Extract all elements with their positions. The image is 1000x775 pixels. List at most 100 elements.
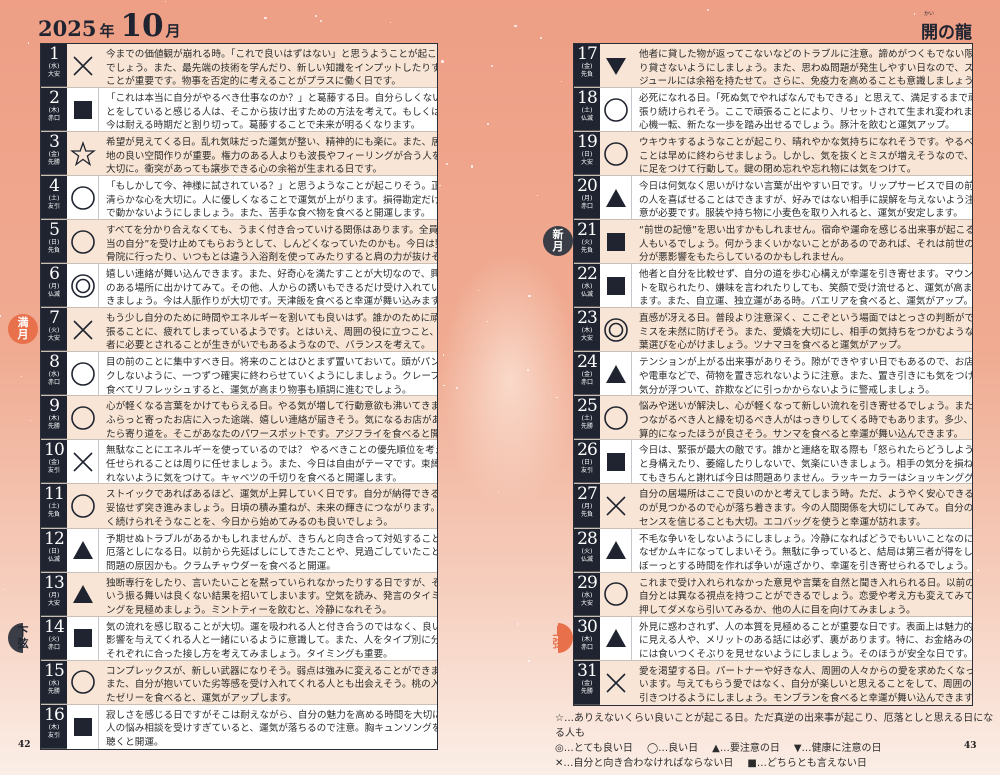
rokuyo: 友引	[47, 731, 60, 739]
star-dot	[21, 375, 22, 377]
year: 2025	[38, 16, 97, 41]
fortune-line: また、自分が抱いていた劣等感を受け入れてくれる人とも出会えそう。桃の入っ	[106, 679, 437, 691]
fortune-text: テンションが上がる出来事がありそう。隙ができやすい日でもあるので、お店 や電車など…	[632, 352, 972, 395]
day-row-29: 29 (水) 大安 これまで受け入れられなかった意見や言葉を自然と聞き入れられる日。以…	[574, 572, 972, 617]
day-cell: 14 (火) 赤口	[41, 616, 67, 660]
fortune-line: ミスを未然に防げそう。また、愛嬌を大切にし、相手の気持ちをつかむような言	[639, 326, 972, 338]
day-row-12: 12 (日) 仏滅 予期せぬトラブルがあるかもしれませんが、きちんと向き合って対処する…	[41, 528, 437, 573]
fortune-line: 嬉しい連絡が舞い込んできます。また、好奇心を満たすことが大切なので、興味	[106, 269, 437, 281]
fortune-text: 不毛な争いをしないようにしましょう。冷静になればどうでもいいことなのに、 なぜかム…	[632, 529, 972, 572]
dragon-title: かい 開の龍	[921, 11, 972, 43]
fortune-line: 寂しさを感じる日ですがそこは耐えながら、自分の魅力を高める時間を大切に。	[106, 709, 437, 721]
square-icon	[600, 440, 632, 484]
rokuyo: 赤口	[580, 203, 593, 211]
day-row-26: 26 (日) 友引 今日は、緊張が最大の敵です。誰かと連絡を取る際も「怒られたらどうし…	[574, 440, 972, 485]
day-row-1: 1 (水) 大安 今までの価値観が崩れる時。「これで良いはずはない」と思うようことが起…	[41, 44, 437, 89]
weekday: (火)	[48, 635, 60, 643]
rokuyo: 赤口	[47, 115, 60, 123]
fortune-text: 目の前のことに集中すべき日。将来のことはひとまず置いておいて。頭がパン クしないよ…	[99, 352, 437, 395]
fortune-line: ふらっと寄ったお店に入った途端、嬉しい連絡が届きそう。気になるお店があっ	[106, 414, 437, 426]
day-cell: 22 (水) 仏滅	[574, 264, 600, 308]
day-row-3: 3 (金) 先勝 希望が見えてくる日。乱れ気味だった運気が整い、精神的にも楽に。また、…	[41, 132, 437, 177]
day-number: 1	[49, 44, 60, 64]
day-number: 17	[577, 44, 598, 64]
fortune-line: 人もいるでしょう。何かうまくいかないことがあるのであれば、それは前世の自	[639, 238, 972, 250]
day-number: 21	[577, 220, 598, 241]
star-dot	[0, 315, 2, 317]
weekday: (土)	[48, 195, 60, 203]
fortune-line: 予期せぬトラブルがあるかもしれませんが、きちんと向き合って対処することで、	[106, 533, 437, 545]
fortune-text: コンプレックスが、新しい武器になりそう。弱点は強みに変えることができます。 また、…	[99, 661, 437, 704]
star-dot	[491, 65, 494, 68]
day-number: 22	[577, 264, 598, 285]
fortune-line: 今までの価値観が崩れる時。「これで良いはずはない」と思うようことが起こる	[106, 49, 437, 60]
fortune-line: たゼリーを食べると、運気がアップします。	[106, 692, 297, 704]
fortune-text: 他者に貸した物が返ってこないなどのトラブルに注意。諦めがつくもでない限 り貸さない…	[632, 44, 972, 87]
fortune-line: 厄落としになる日。以前から先延ばしにしてきたことや、見過ごしていたことが	[106, 547, 437, 559]
circle-icon	[67, 176, 99, 220]
triangle-icon	[67, 573, 99, 616]
fortune-line: 直感が冴える日。普段より注意深く、ここぞという場面ではとっさの判断ができ、	[639, 313, 972, 325]
weekday: (日)	[48, 547, 60, 555]
month-label: 月	[165, 22, 181, 40]
weekday: (木)	[581, 327, 593, 335]
day-cell: 17 (金) 先負	[574, 44, 600, 88]
rokuyo: 先勝	[47, 687, 60, 695]
star-dot	[527, 369, 530, 372]
day-cell: 29 (水) 大安	[574, 572, 600, 616]
moon-label: 下弦	[17, 624, 29, 650]
star-dot	[319, 20, 322, 23]
fortune-line: 聴くと開運。	[106, 736, 164, 748]
day-row-24: 24 (金) 赤口 テンションが上がる出来事がありそう。隙ができやすい日でもあるので、…	[574, 352, 972, 397]
fortune-line: 今日は、緊張が最大の敵です。誰かと連絡を取る際も「怒られたらどうしよう」など	[639, 445, 972, 457]
fortune-line: 今日は何気なく思いがけない言葉が出やすい日です。リップサービスで目の前	[639, 181, 972, 193]
circle-icon	[67, 396, 99, 439]
fortune-text: 今までの価値観が崩れる時。「これで良いはずはない」と思うようことが起こる でしょう…	[99, 44, 437, 87]
star-dot	[977, 570, 979, 572]
fortune-line: 愛を渇望する日。パートナーや好きな人、周囲の人々からの愛を求めたくなって	[639, 665, 972, 677]
weekday: (火)	[581, 239, 593, 247]
fortune-line: ことが重要です。物事を否定的に考えることがプラスに働く日です。	[106, 76, 402, 88]
fortune-line: 分が悪影響をもたらしているのかもしれません。	[639, 252, 850, 264]
fortune-line: や電車などで、荷物を置き忘れないように注意。また、置き引きにも気をつけて。	[639, 370, 972, 382]
fortune-line: 「これは本当に自分がやるべき仕事なのか？」と葛藤する日。自分らしくないこ	[106, 93, 437, 105]
rokuyo: 先勝	[47, 159, 60, 167]
fortune-text: 独断専行をしたり、言いたいことを黙っていられなかったりする日ですが、そう いう振る…	[99, 573, 437, 616]
fortune-line: 無駄なことにエネルギーを使っているのでは？ やるべきことの優先順位を考えて、	[106, 445, 437, 457]
day-number: 24	[577, 352, 598, 373]
weekday: (火)	[581, 547, 593, 555]
day-number: 20	[577, 176, 598, 197]
circle-icon	[67, 661, 99, 704]
star-dot	[487, 123, 489, 126]
fortune-line: に足をつけて行動して。鍵の閉め忘れや忘れ物には気をつけて。	[639, 164, 917, 176]
weekday: (木)	[48, 107, 60, 115]
fortune-line: すべてを分かり合えなくても、うまく付き合っていける関係はあります。全員に“本	[106, 225, 437, 237]
day-number: 31	[577, 660, 598, 681]
legend-cross: ✕…自分と向き合わなければならない日	[555, 758, 734, 769]
day-cell: 6 (月) 仏滅	[41, 264, 67, 308]
star-dot	[264, 17, 267, 20]
star-dot	[487, 320, 488, 322]
rokuyo: 先負	[47, 247, 60, 255]
legend-double-circle: ◎…とても良い日	[555, 743, 633, 754]
fortune-line: 張ることに、疲れてしまっているようです。とはいえ、周囲の役に立つこと、他	[106, 326, 437, 338]
day-number: 4	[49, 176, 60, 197]
rokuyo: 赤口	[580, 379, 593, 387]
legend-triangle: ▲…要注意の日	[712, 743, 780, 754]
day-row-25: 25 (土) 先勝 悩みや迷いが解決し、心が軽くなって新しい流れを引き寄せるでしょう。…	[574, 396, 972, 441]
circle-icon	[67, 220, 99, 263]
fortune-line: 張り続けられそう。ここで頑張ることにより、リセットされて生まれ変われます。	[639, 106, 972, 118]
star-dot	[168, 26, 171, 29]
day-row-17: 17 (金) 先負 他者に貸した物が返ってこないなどのトラブルに注意。諦めがつくもでな…	[574, 44, 972, 89]
fortune-line: 必死になれる日。「死ぬ気でやればなんでもできる」と思えて、満足するまで頑	[639, 93, 972, 105]
fortune-text: 心が軽くなる言葉をかけてもらえる日。やる気が増して行動意欲も沸いてきます。 ふらっ…	[99, 396, 437, 439]
fortune-line: ジュールには余裕を持たせて。さらに、免疫力を高めることも意識しましょう。	[639, 76, 972, 88]
fortune-line: 不毛な争いをしないようにしましょう。冷静になればどうでもいいことなのに、	[639, 533, 972, 545]
day-row-30: 30 (木) 赤口 外見に惑わされず、人の本質を見極めることが重要な日です。表面上は魅…	[574, 616, 972, 661]
fortune-line: “前世の記憶”を思い出すかもしれません。宿命や運命を感じる出来事が起こる	[639, 225, 972, 237]
fortune-line: 悩みや迷いが解決し、心が軽くなって新しい流れを引き寄せるでしょう。また、	[639, 401, 972, 413]
day-cell: 10 (金) 友引	[41, 440, 67, 484]
fortune-line: り貸さないようにしましょう。また、思わぬ問題が発生しやすい日なので、スケ	[639, 62, 972, 74]
day-number: 11	[44, 484, 65, 505]
fortune-line: ストイックであればあるほど、運気が上昇していく日です。自分が納得できるまで、	[106, 489, 437, 501]
